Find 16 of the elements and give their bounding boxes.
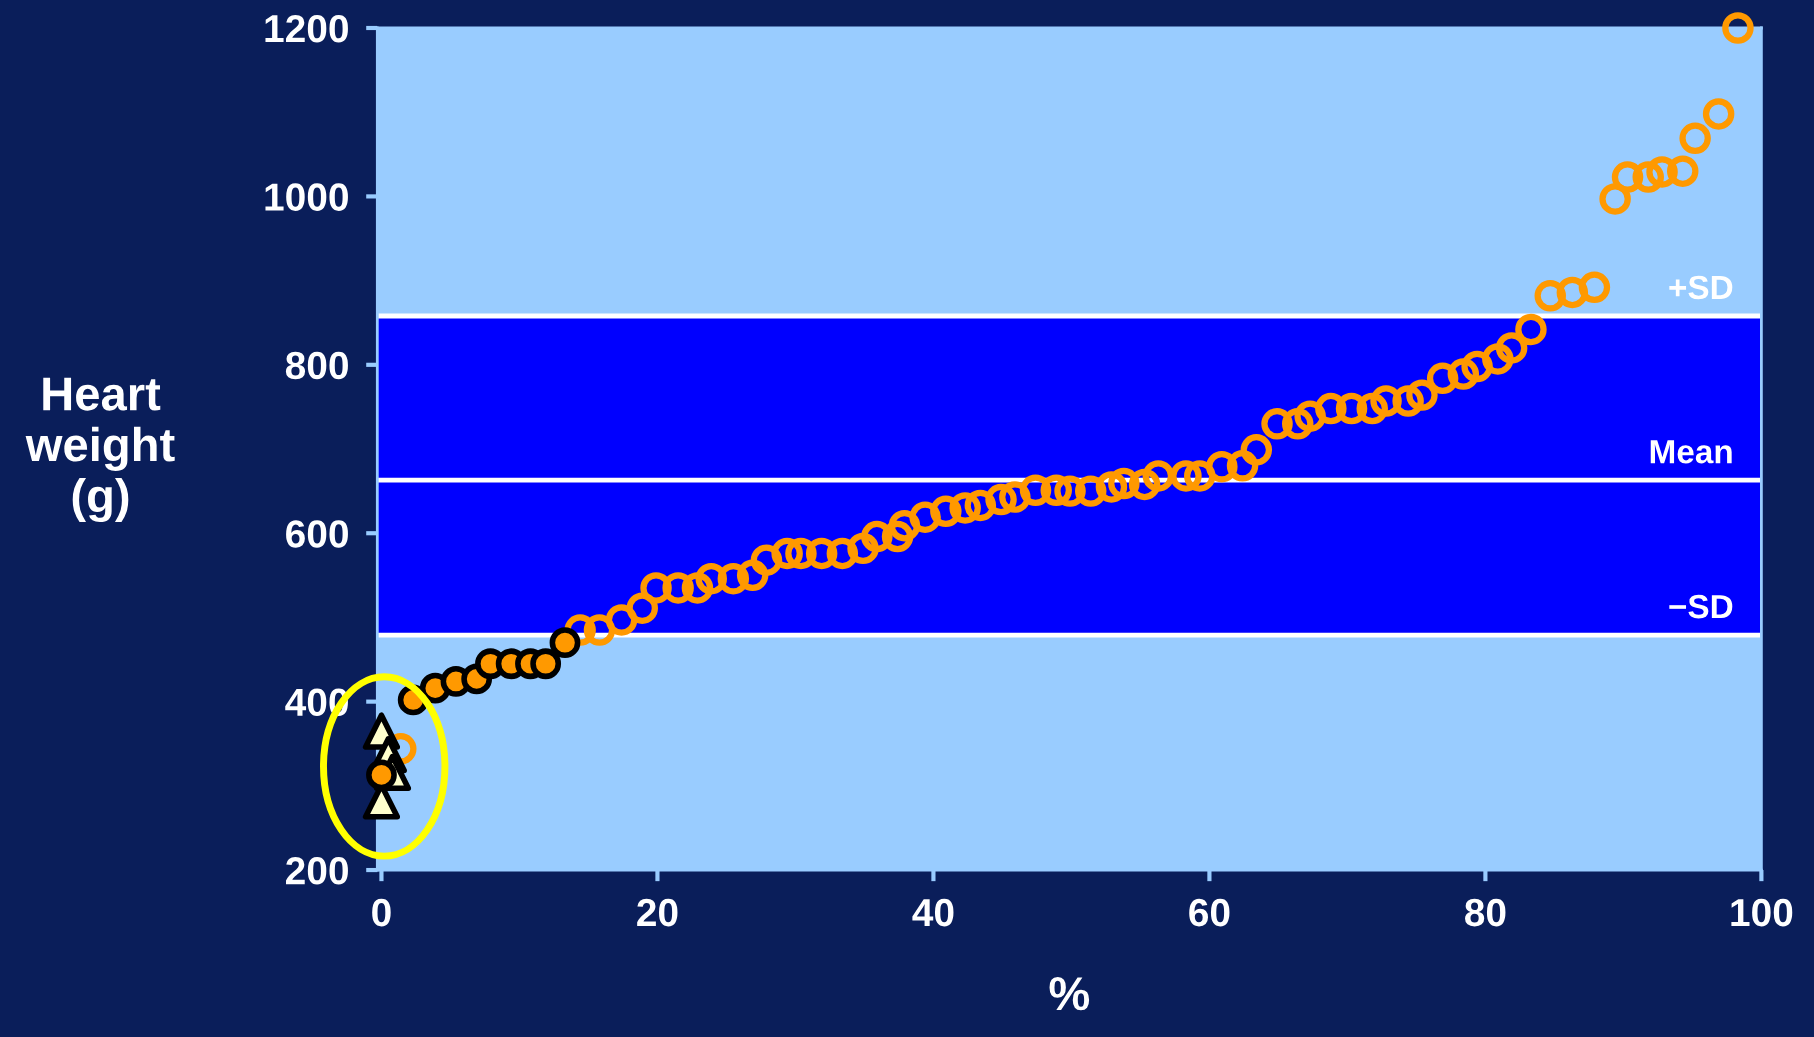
x-tick-label: 100 bbox=[1731, 898, 1793, 927]
x-tick-label: 80 bbox=[1465, 898, 1506, 927]
x-axis-title: % bbox=[1049, 977, 1090, 1011]
y-tick-label: 200 bbox=[286, 856, 348, 885]
ref-line-label: Mean bbox=[1650, 440, 1732, 464]
x-tick-label: 60 bbox=[1189, 898, 1230, 927]
ref-line-label: +SD bbox=[1669, 275, 1733, 300]
y-tick-label: 600 bbox=[286, 520, 348, 548]
x-tick-label: 20 bbox=[637, 898, 678, 927]
y-tick-label: 1200 bbox=[265, 14, 348, 43]
x-tick-label: 0 bbox=[372, 898, 391, 927]
y-axis-title: Heart weight (g) bbox=[25, 377, 175, 523]
y-tick-label: 1000 bbox=[265, 183, 348, 211]
y-tick-label: 800 bbox=[285, 351, 348, 380]
ref-line-label: −SD bbox=[1669, 594, 1733, 619]
x-tick-label: 40 bbox=[912, 898, 954, 927]
